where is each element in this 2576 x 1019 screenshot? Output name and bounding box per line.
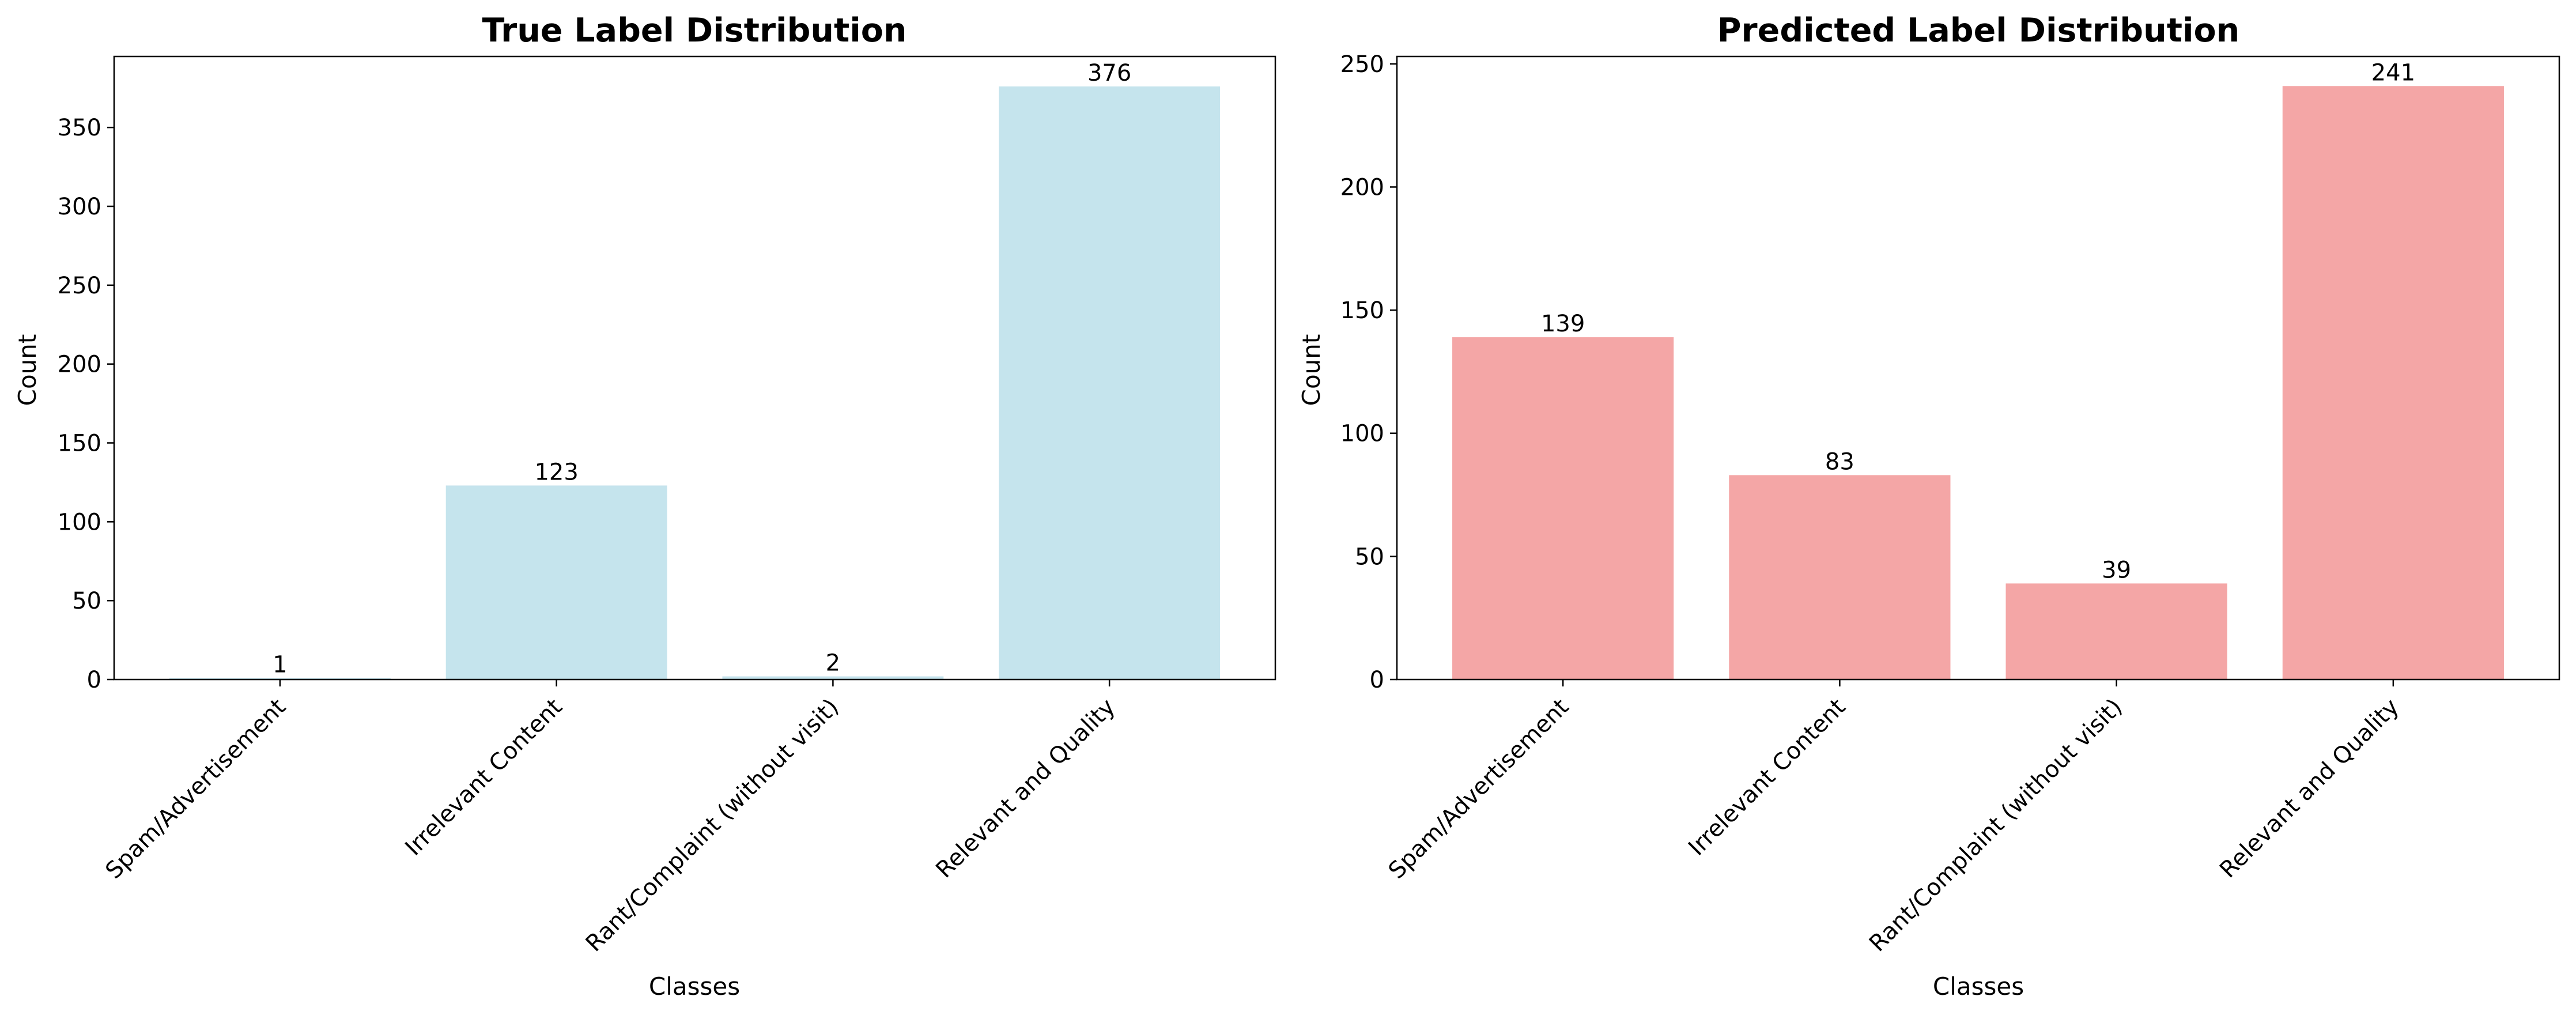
y-tick-label: 0 [87, 667, 101, 693]
y-tick-label: 100 [1340, 421, 1384, 447]
bar-value-label: 376 [1087, 60, 1131, 86]
y-tick-label: 150 [58, 430, 101, 456]
y-tick-label: 200 [1340, 174, 1384, 201]
y-tick-label: 0 [1370, 667, 1384, 693]
plot-frame [1396, 55, 2560, 681]
y-tick-label: 200 [58, 352, 101, 378]
bar-value-label: 139 [1541, 311, 1585, 337]
y-axis-label: Count [1297, 334, 1325, 406]
y-tick-label: 50 [72, 588, 101, 614]
y-axis-label: Count [13, 334, 41, 406]
y-tick-label: 50 [1355, 544, 1384, 570]
bar [169, 678, 391, 680]
y-tick-label: 100 [58, 509, 101, 535]
chart-title: True Label Distribution [482, 12, 906, 50]
bar-value-label: 2 [826, 650, 840, 677]
bar [999, 86, 1221, 680]
y-tick-label: 150 [1340, 297, 1384, 324]
y-tick-label: 300 [58, 194, 101, 220]
x-axis-label: Classes [649, 972, 740, 1001]
bar-value-label: 241 [2371, 59, 2415, 86]
y-tick-label: 250 [58, 273, 101, 299]
bar [722, 676, 944, 680]
y-tick-label: 350 [58, 115, 101, 141]
y-tick-label: 250 [1340, 51, 1384, 78]
bar-value-label: 83 [1825, 448, 1854, 475]
plot-frame [113, 55, 1276, 681]
x-axis-label: Classes [1933, 972, 2024, 1001]
chart-title: Predicted Label Distribution [1717, 12, 2239, 50]
bar [1729, 475, 1951, 680]
bar-value-label: 123 [534, 459, 578, 485]
bar [2282, 86, 2504, 680]
bar [1452, 337, 1674, 680]
bar-value-label: 39 [2102, 557, 2131, 583]
bar [2005, 583, 2227, 680]
bar-value-label: 1 [273, 651, 287, 678]
bar [445, 485, 667, 680]
